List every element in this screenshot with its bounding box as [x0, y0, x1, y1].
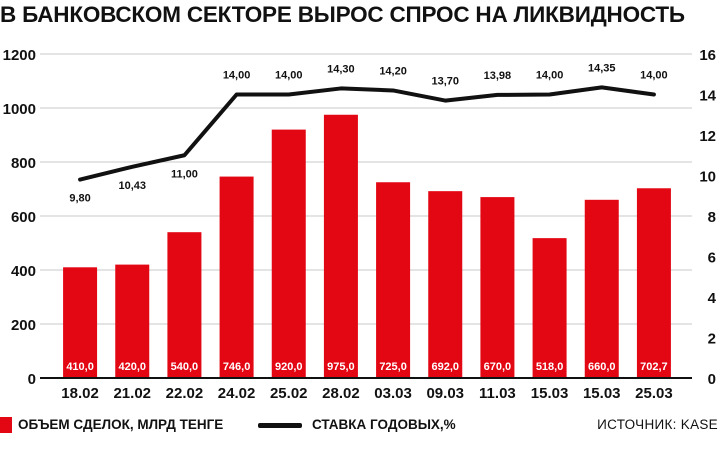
left-axis: 0 200 400 600 800 1000 1200: [3, 47, 36, 388]
line-data-label: 14,00: [275, 70, 303, 82]
bar-data-label: 540,0: [171, 361, 199, 373]
line-data-labels: 9,80 10,43 11,00 14,00 14,00 14,30 14,20 13,70 1…: [69, 62, 667, 204]
x-tick-label: 21.02: [113, 385, 151, 402]
bar-data-label: 975,0: [327, 361, 355, 373]
bar: [167, 232, 202, 378]
legend: ОБЪЕМ СДЕЛОК, МЛРД ТЕНГЕ СТАВКА ГОДОВЫХ,…: [0, 415, 720, 437]
bar: [271, 129, 306, 378]
bar: [376, 182, 411, 378]
bar-data-label: 410,0: [66, 361, 94, 373]
bar-data-label: 692,0: [431, 361, 459, 373]
legend-bar-swatch: [0, 417, 12, 433]
y-right-tick-label: 2: [708, 331, 716, 348]
chart-title: В БАНКОВСКОМ СЕКТОРЕ ВЫРОС СПРОС НА ЛИКВ…: [0, 2, 685, 27]
line-data-label: 13,98: [484, 70, 512, 82]
y-left-tick-label: 0: [28, 371, 36, 388]
x-tick-label: 25.02: [270, 385, 308, 402]
bar-data-label: 725,0: [379, 361, 407, 373]
x-axis: 18.02 21.02 22.02 24.02 25.02 28.02 03.03 09.03…: [40, 377, 692, 402]
line-data-label: 9,80: [69, 193, 90, 205]
line-data-label: 11,00: [171, 168, 198, 180]
x-tick-label: 25.03: [635, 385, 673, 402]
y-right-tick-label: 0: [708, 371, 716, 388]
y-right-tick-label: 10: [699, 169, 716, 186]
x-tick-label: 18.02: [61, 385, 99, 402]
x-tick-label: 24.02: [218, 385, 256, 402]
bar: [480, 197, 515, 378]
bar-series: [63, 114, 671, 378]
y-right-tick-label: 12: [699, 128, 716, 145]
y-right-tick-label: 14: [699, 88, 716, 105]
y-right-tick-label: 4: [708, 290, 717, 307]
y-right-tick-label: 6: [708, 250, 716, 267]
line-data-label: 14,00: [536, 70, 564, 82]
rate-line: [78, 85, 656, 182]
bar-data-label: 420,0: [118, 361, 146, 373]
bar: [219, 176, 254, 378]
legend-bar-label: ОБЪЕМ СДЕЛОК, МЛРД ТЕНГЕ: [18, 417, 224, 432]
bar-data-label: 702,7: [640, 361, 668, 373]
x-tick-label: 03.03: [374, 385, 412, 402]
y-left-tick-label: 400: [11, 263, 36, 280]
y-right-tick-label: 16: [699, 47, 716, 64]
y-left-tick-label: 800: [11, 155, 36, 172]
bar-data-label: 746,0: [223, 361, 251, 373]
line-series: [78, 85, 656, 182]
line-data-label: 10,43: [118, 180, 146, 192]
bar: [115, 264, 150, 378]
x-tick-label: 15.03: [531, 385, 569, 402]
x-tick-label: 15.03: [583, 385, 621, 402]
line-data-label: 14,00: [640, 70, 668, 82]
line-data-label: 14,00: [223, 70, 251, 82]
line-data-label: 14,30: [327, 63, 355, 75]
bar-data-label: 660,0: [588, 361, 616, 373]
bar: [636, 188, 671, 378]
bar: [323, 114, 358, 378]
source-note: ИСТОЧНИК: KASE: [597, 417, 718, 432]
y-left-tick-label: 1000: [3, 101, 36, 118]
line-data-label: 13,70: [431, 76, 459, 88]
bar-data-label: 670,0: [484, 361, 512, 373]
bar-data-label: 518,0: [536, 361, 564, 373]
legend-line-label: СТАВКА ГОДОВЫХ,%: [312, 417, 456, 432]
bar: [532, 238, 567, 378]
x-tick-label: 28.02: [322, 385, 360, 402]
x-tick-label: 09.03: [426, 385, 464, 402]
x-tick-label: 11.03: [479, 385, 516, 402]
bar: [584, 199, 619, 378]
bar-data-labels: 410,0 420,0 540,0 746,0 920,0 975,0 725,0 692,0…: [66, 361, 667, 373]
right-axis: 0 2 4 6 8 10 12 14 16: [699, 47, 716, 388]
line-data-label: 14,20: [379, 65, 407, 77]
bar: [428, 191, 463, 378]
line-data-label: 14,35: [588, 62, 616, 74]
y-left-tick-label: 200: [11, 317, 36, 334]
y-right-tick-label: 8: [708, 209, 716, 226]
y-left-tick-label: 1200: [3, 47, 36, 64]
bar: [63, 267, 98, 378]
y-left-tick-label: 600: [11, 209, 36, 226]
bar-data-label: 920,0: [275, 361, 303, 373]
legend-line-swatch: [258, 423, 302, 428]
x-tick-label: 22.02: [166, 385, 204, 402]
